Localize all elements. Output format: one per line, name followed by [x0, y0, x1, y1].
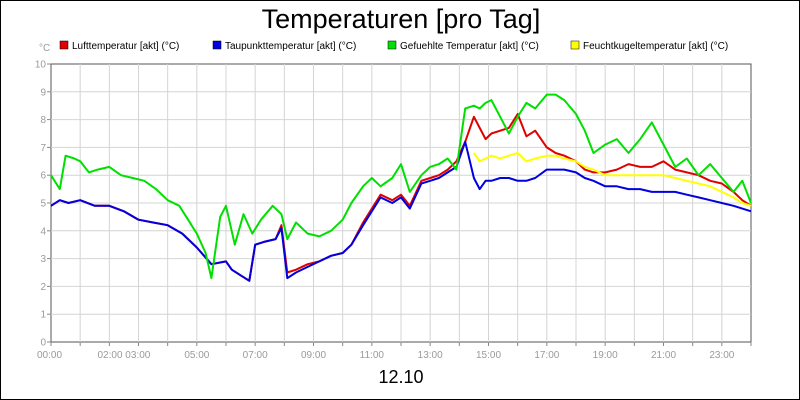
x-tick-label: 11:00: [360, 350, 385, 361]
series-lines: [50, 93, 752, 282]
x-tick-label: 19:00: [593, 350, 618, 361]
series-line-2: [50, 140, 752, 282]
legend-swatch: [387, 40, 397, 50]
legend-swatch: [570, 40, 580, 50]
y-unit-label: °C: [39, 43, 50, 54]
x-tick-label: 17:00: [534, 350, 559, 361]
grid-lines: [51, 64, 751, 342]
x-tick-label: 05:00: [184, 350, 209, 361]
legend: Lufttemperatur [akt] (°C) Taupunkttempera…: [59, 40, 728, 52]
x-tick-label: 07:00: [243, 350, 268, 361]
chart-title: Temperaturen [pro Tag]: [261, 4, 541, 34]
legend-label: Gefuehlte Temperatur [akt] (°C): [400, 41, 539, 52]
x-tick-label: 00:00: [37, 350, 62, 361]
series-line-4: [473, 152, 752, 207]
y-tick-label: 2: [40, 282, 46, 293]
y-tick-label: 9: [40, 87, 46, 98]
legend-swatch: [59, 40, 69, 50]
x-tick-label: 02:00 03:00: [98, 350, 151, 361]
x-tick-label: 09:00: [301, 350, 326, 361]
x-tick-label: 21:00: [651, 350, 676, 361]
y-tick-label: 8: [40, 115, 46, 126]
legend-label: Lufttemperatur [akt] (°C): [72, 41, 179, 52]
x-tick-label: 23:00: [709, 350, 734, 361]
legend-swatch: [212, 40, 222, 50]
y-tick-label: 1: [40, 310, 46, 321]
y-tick-label: 6: [40, 171, 46, 182]
y-tick-label: 5: [40, 199, 46, 210]
x-tick-label: 13:00: [418, 350, 443, 361]
y-tick-label: 7: [40, 143, 46, 154]
x-axis-ticks: 00:00 02:00 03:00 05:00 07:00 09:00 11:00 13:0…: [37, 342, 752, 361]
y-axis-ticks: 0 1 2 3 4 5 6 7 8 9 10: [35, 60, 51, 349]
legend-label: Taupunkttemperatur [akt] (°C): [225, 41, 356, 52]
x-axis-label: 12.10: [378, 367, 424, 387]
legend-label: Feuchtkugeltemperatur [akt] (°C): [583, 41, 728, 52]
y-tick-label: 10: [35, 60, 47, 71]
series-line-3: [50, 93, 752, 280]
x-tick-label: 15:00: [476, 350, 501, 361]
y-tick-label: 0: [40, 338, 46, 349]
y-tick-label: 4: [40, 226, 46, 237]
y-tick-label: 3: [40, 254, 46, 265]
